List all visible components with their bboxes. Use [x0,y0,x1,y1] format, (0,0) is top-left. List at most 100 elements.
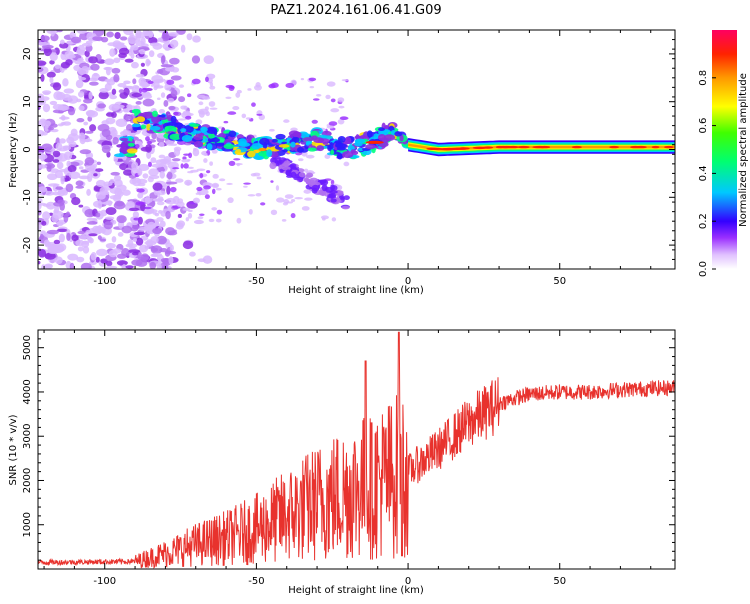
heat-blob [309,85,315,89]
heat-blob [67,107,76,116]
heat-blob [160,92,166,98]
heat-blob [175,178,184,183]
heat-blob [365,144,376,150]
heat-blob [203,55,215,65]
heat-blob [198,191,202,196]
heat-blob [208,218,215,223]
heat-blob [190,169,199,173]
heat-blob [83,121,89,126]
heat-blob [130,53,135,59]
heat-blob [39,118,47,123]
heat-blob [61,189,68,196]
heat-blob [156,166,166,173]
heat-blob [128,249,141,254]
heat-blob [394,131,403,137]
heat-blob [192,35,201,43]
heat-blob [146,123,151,131]
heat-blob [165,210,171,220]
heat-blob [78,77,87,81]
heat-blob [68,171,81,180]
heat-blob [46,173,58,181]
figure-title: PAZ1.2024.161.06.41.G09 [270,3,441,18]
heat-blob [76,30,88,35]
heat-blob [192,197,201,204]
heat-blob [178,84,185,88]
heat-blob [228,137,235,141]
heat-blob [87,116,93,122]
heat-blob [311,181,321,186]
heat-blob [42,103,51,113]
heat-blob [157,190,166,196]
heat-blob [173,111,179,116]
heat-blob [199,172,204,179]
heat-blob [99,186,108,196]
heat-blob [170,89,178,97]
heat-blob [143,119,151,125]
heat-blob [185,217,190,222]
spectrogram-xtick-label: -100 [93,276,116,287]
heat-blob [189,251,196,257]
heat-blob [41,44,54,49]
colorbar-label: Normalized spectral amplitude [738,73,749,227]
heat-blob [165,227,176,236]
heat-blob [135,116,146,123]
heat-blob [104,66,111,71]
heat-blob [142,87,147,90]
heat-blob [78,132,86,141]
heat-blob [158,142,165,148]
heat-blob [290,212,296,219]
heat-peak [449,147,465,150]
heat-blob [156,263,162,269]
heat-peak [664,145,674,149]
heat-blob [215,187,222,191]
heat-blob [173,146,182,152]
heat-blob [101,120,110,126]
heat-blob [208,101,216,107]
heat-blob [152,212,158,215]
heat-blob [38,260,41,265]
heat-blob [96,248,108,257]
spectrogram-xtick-label: -50 [248,276,264,287]
heat-peak [482,146,494,149]
heat-blob [67,165,77,173]
heat-blob [298,172,306,178]
heat-blob [321,184,328,192]
heat-blob [193,219,204,225]
heat-blob [186,33,193,41]
heat-blob [38,248,47,258]
heat-blob [63,151,73,160]
spectrogram-ylabel: Frequency (Hz) [8,112,19,188]
heat-blob [171,67,180,73]
heat-blob [56,221,64,227]
heat-blob [338,105,345,109]
heat-blob [247,150,256,158]
snr-ytick-label: 4000 [22,379,33,404]
heat-blob [204,106,209,111]
heat-blob [125,243,138,248]
colorbar-gradient [712,30,737,269]
heat-blob [90,252,97,261]
heat-blob [116,215,127,224]
heat-blob [52,104,64,110]
heat-blob [168,105,176,111]
heat-blob [306,172,314,178]
heat-blob [80,262,92,269]
heat-blob [96,161,102,165]
heat-blob [172,229,177,233]
heat-blob [60,114,66,121]
heat-blob [85,164,96,172]
heat-blob [140,80,145,87]
heat-blob [140,62,145,67]
heat-blob [125,265,134,269]
heat-blob [328,121,338,126]
heat-blob [243,185,248,188]
heat-blob [180,128,187,133]
spectrogram-xlabel: Height of straight line (km) [288,285,424,296]
heat-blob [209,107,218,110]
heat-blob [82,246,90,254]
heat-blob [64,50,75,60]
snr-xtick-label: 50 [553,576,566,587]
heat-blob [238,141,247,147]
heat-blob [101,128,111,138]
heat-blob [150,157,157,164]
